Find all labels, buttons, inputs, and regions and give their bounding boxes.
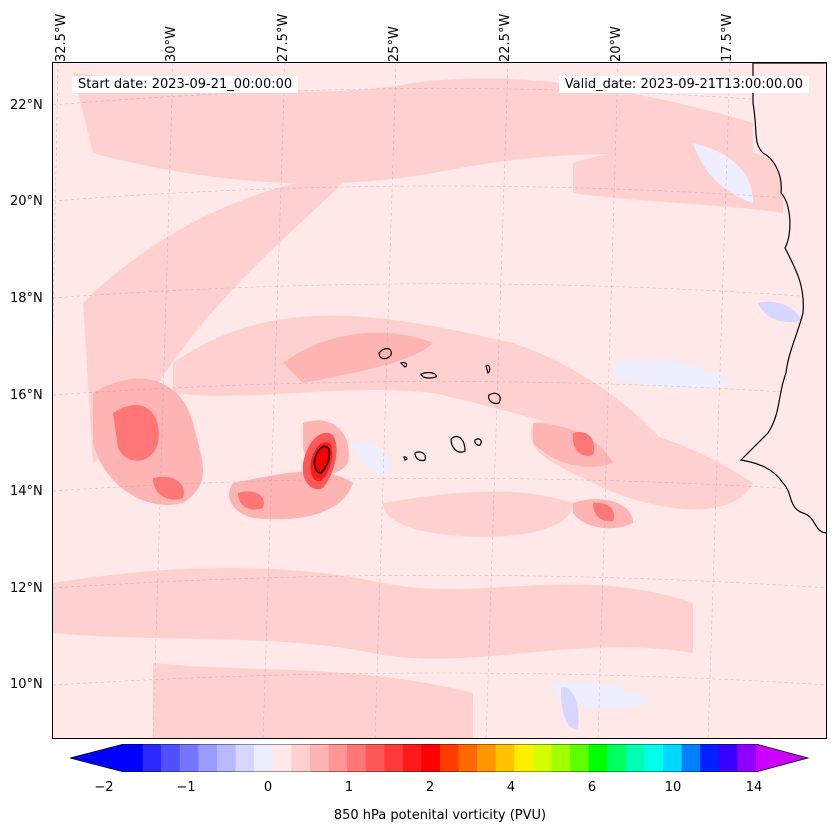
colorbar-tick-label: 10 [664, 780, 682, 795]
colorbar-swatch [384, 744, 404, 772]
lon-label: 30°W [164, 26, 179, 62]
lat-label: 14°N [10, 484, 43, 499]
pv-band-negative-strong [560, 301, 801, 729]
colorbar-swatch [421, 744, 441, 772]
colorbar [70, 744, 810, 772]
lat-label: 22°N [10, 98, 43, 113]
lat-label: 10°N [10, 677, 43, 692]
colorbar-tick-label: 4 [506, 780, 516, 795]
colorbar-tick-label: 0 [263, 780, 273, 795]
pv-band-strong [113, 404, 615, 522]
colorbar-swatch [402, 744, 422, 772]
colorbar-tick-label: −2 [94, 780, 114, 795]
map-panel[interactable] [52, 62, 827, 739]
lon-label: 32.5°W [54, 13, 69, 62]
lon-label: 17.5°W [720, 13, 735, 62]
colorbar-swatch [532, 744, 553, 772]
colorbar-label: 850 hPa potenital vorticity (PVU) [333, 808, 547, 823]
lon-label: 20°W [609, 26, 624, 62]
lon-label: 25°W [387, 26, 402, 62]
colorbar-swatch [309, 744, 329, 772]
colorbar-swatch [588, 744, 608, 772]
colorbar-under-arrow [70, 744, 124, 772]
colorbar-swatch [551, 744, 571, 772]
pv-contour-field [53, 63, 826, 738]
colorbar-swatch [328, 744, 348, 772]
colorbar-swatch [607, 744, 627, 772]
lat-label: 12°N [10, 581, 43, 596]
colorbar-swatch [142, 744, 162, 772]
colorbar-swatch [718, 744, 738, 772]
colorbar-swatch [365, 744, 385, 772]
colorbar-swatch [625, 744, 645, 772]
colorbar-swatch [663, 744, 683, 772]
colorbar-swatch [570, 744, 590, 772]
colorbar-tick-label: 2 [425, 780, 435, 795]
colorbar-swatch [440, 744, 460, 772]
colorbar-swatch [235, 744, 255, 772]
pv-core [302, 432, 337, 490]
colorbar-swatch [347, 744, 367, 772]
lat-label: 18°N [10, 291, 43, 306]
pv-band-negative [353, 143, 753, 709]
colorbar-swatch [495, 744, 515, 772]
colorbar-swatch [161, 744, 181, 772]
start-date-label: Start date: 2023-09-21_00:00:00 [72, 76, 299, 93]
lon-label: 27.5°W [276, 13, 291, 62]
colorbar-swatch [198, 744, 218, 772]
colorbar-swatch [477, 744, 497, 772]
colorbar-over-arrow [756, 744, 808, 772]
lat-label: 20°N [10, 194, 43, 209]
colorbar-tick-label: 1 [344, 780, 354, 795]
africa-coastline [739, 63, 826, 534]
graticule [53, 63, 826, 738]
colorbar-tick-label: −1 [176, 780, 196, 795]
valid-date-label: Valid_date: 2023-09-21T13:00:00.00 [558, 76, 809, 93]
colorbar-tick-label: 14 [745, 780, 763, 795]
colorbar-swatch [254, 744, 274, 772]
colorbar-swatch [737, 744, 757, 772]
colorbar-tick-label: 6 [587, 780, 597, 795]
colorbar-swatch [124, 744, 144, 772]
lat-label: 16°N [10, 388, 43, 403]
colorbar-swatch [291, 744, 311, 772]
colorbar-swatch [644, 744, 664, 772]
colorbar-swatch [700, 744, 720, 772]
colorbar-swatch [514, 744, 534, 772]
colorbar-swatch [216, 744, 237, 772]
colorbar-swatch [272, 744, 292, 772]
lon-label: 22.5°W [498, 13, 513, 62]
colorbar-outline [70, 744, 810, 772]
colorbar-swatch [458, 744, 478, 772]
colorbar-swatch [681, 744, 701, 772]
colorbar-swatch [179, 744, 199, 772]
cape-verde-islands [378, 348, 501, 462]
